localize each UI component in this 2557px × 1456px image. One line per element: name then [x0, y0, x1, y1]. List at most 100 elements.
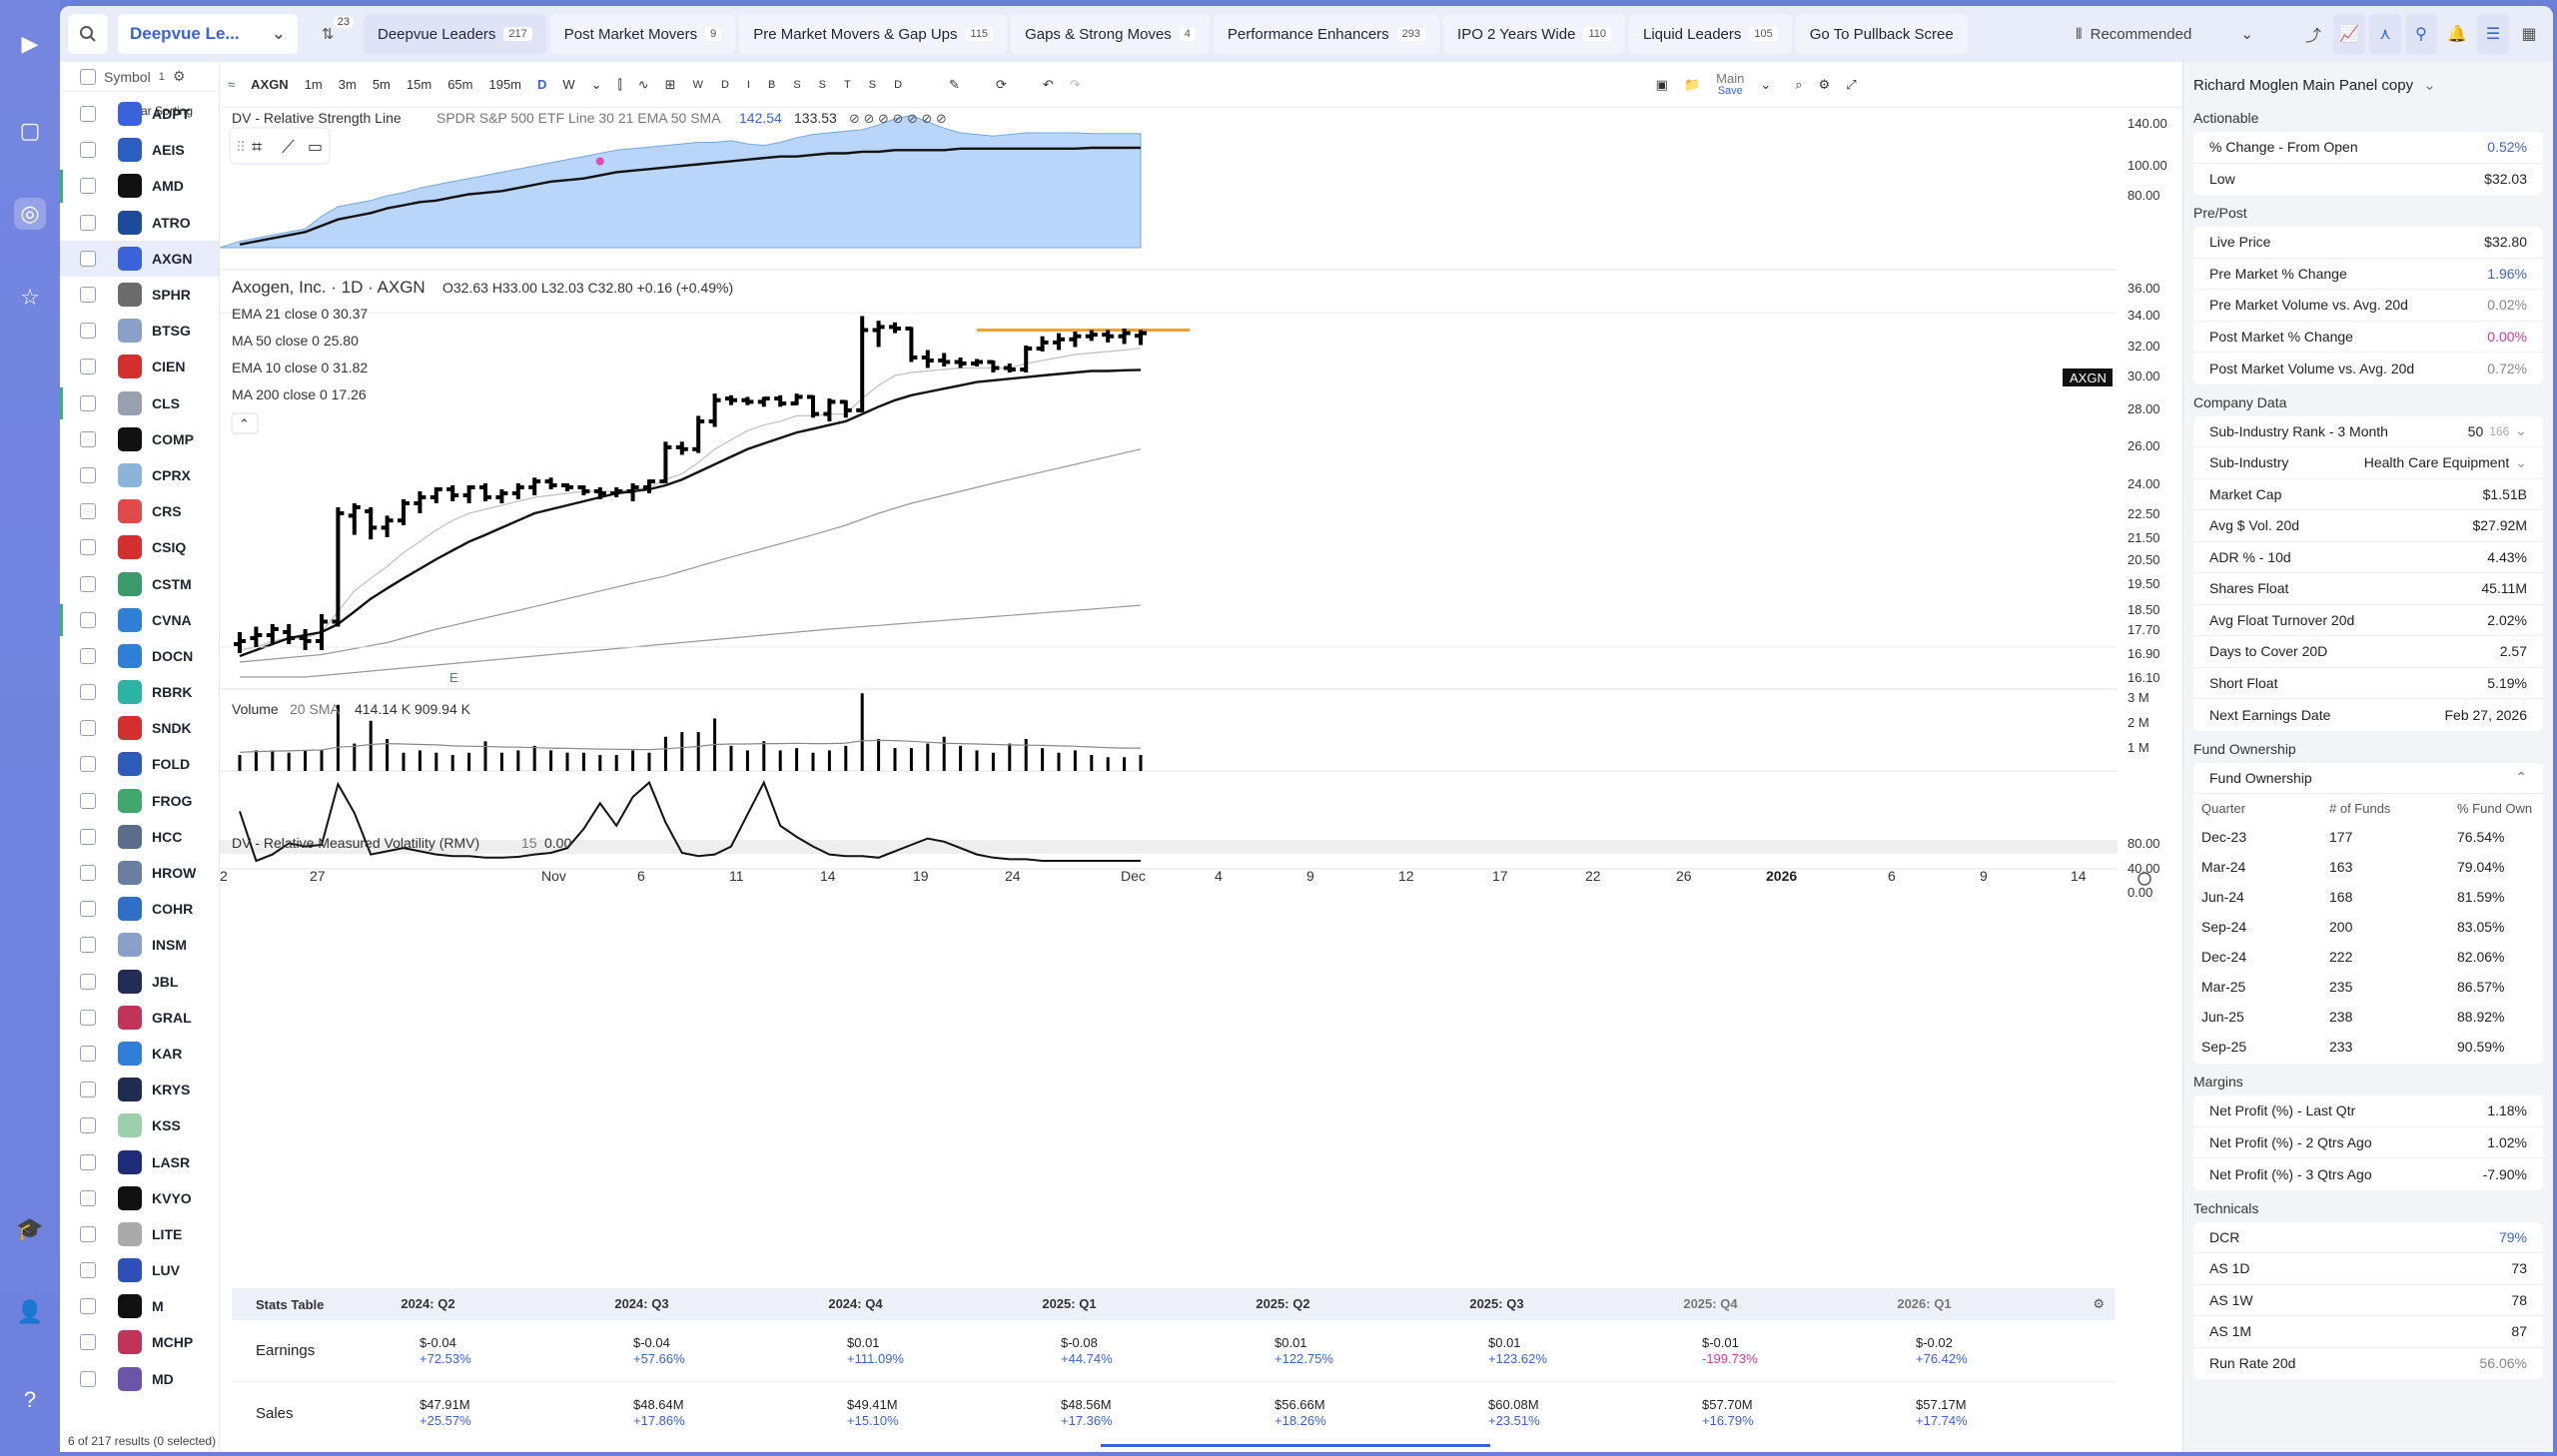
price-bar[interactable]: [414, 491, 426, 513]
price-bar[interactable]: [495, 489, 508, 503]
price-bar[interactable]: [807, 394, 819, 418]
share-icon[interactable]: ⤴: [2304, 28, 2321, 45]
price-bar[interactable]: [266, 624, 279, 644]
row-checkbox[interactable]: [80, 1225, 96, 1242]
tab-1[interactable]: Post Market Movers 9: [549, 14, 736, 54]
tab-6[interactable]: Liquid Leaders 105: [1628, 14, 1792, 54]
price-bar[interactable]: [593, 487, 606, 499]
search-button[interactable]: [68, 14, 108, 54]
row-checkbox[interactable]: [80, 503, 96, 520]
split-view-icon[interactable]: ⋏: [2369, 14, 2401, 54]
filter-button[interactable]: ⇅ 23: [308, 14, 354, 54]
tab-0[interactable]: Deepvue Leaders 217: [364, 14, 546, 54]
symbol-row[interactable]: MD: [60, 1361, 219, 1397]
overlay-button[interactable]: D: [894, 78, 903, 91]
interval-button[interactable]: 1m: [304, 77, 323, 92]
symbol-row[interactable]: AMD: [60, 168, 219, 204]
price-bar[interactable]: [774, 394, 787, 407]
price-bar[interactable]: [348, 503, 361, 535]
row-checkbox[interactable]: [80, 323, 96, 340]
price-bar[interactable]: [1003, 364, 1016, 372]
radar-icon[interactable]: ◎: [14, 198, 46, 230]
price-bar[interactable]: [446, 485, 459, 501]
price-bar[interactable]: [987, 360, 1000, 372]
row-checkbox[interactable]: [80, 1117, 96, 1134]
undo-icon[interactable]: ↶: [1042, 76, 1054, 92]
price-bar[interactable]: [626, 483, 639, 501]
tab-3[interactable]: Gaps & Strong Moves 4: [1011, 14, 1210, 54]
symbol-row[interactable]: FOLD: [60, 746, 219, 782]
price-bar[interactable]: [938, 353, 951, 367]
row-checkbox[interactable]: [80, 973, 96, 990]
row-checkbox[interactable]: [80, 1045, 96, 1062]
axis-settings-icon[interactable]: [2137, 872, 2151, 886]
symbol-row[interactable]: GRAL: [60, 1000, 219, 1036]
interval-button[interactable]: 65m: [447, 77, 473, 92]
row-checkbox[interactable]: [80, 359, 96, 375]
row-checkbox[interactable]: [80, 1262, 96, 1279]
symbol-row[interactable]: KRYS: [60, 1072, 219, 1107]
row-checkbox[interactable]: [80, 106, 96, 123]
symbol-row[interactable]: FROG: [60, 783, 219, 819]
price-bar[interactable]: [234, 632, 246, 653]
interval-button[interactable]: 5m: [372, 77, 391, 92]
symbol-row[interactable]: SPHR: [60, 277, 219, 313]
symbol-row[interactable]: CIEN: [60, 349, 219, 384]
symbol-row[interactable]: KVYO: [60, 1180, 219, 1216]
interval-button[interactable]: D: [537, 77, 547, 92]
overlay-button[interactable]: S: [793, 78, 801, 91]
trendline-icon[interactable]: ⟋: [282, 137, 295, 157]
row-checkbox[interactable]: [80, 1153, 96, 1170]
earnings-marker[interactable]: E: [449, 670, 458, 685]
row-checkbox[interactable]: [80, 647, 96, 664]
row-checkbox[interactable]: [80, 430, 96, 447]
price-bar[interactable]: [921, 350, 934, 368]
collapse-legend-button[interactable]: [231, 412, 259, 434]
indicator-icon[interactable]: ⫿: [617, 76, 622, 92]
chart-canvas[interactable]: 140.00100.0080.0036.0034.0032.0030.0028.…: [220, 108, 2182, 1286]
price-bar[interactable]: [1020, 346, 1033, 372]
row-checkbox[interactable]: [80, 394, 96, 411]
fullscreen-icon[interactable]: ⤢: [1846, 76, 1857, 92]
study-icon[interactable]: ∿: [637, 76, 649, 92]
price-bar[interactable]: [675, 441, 688, 455]
symbol-row[interactable]: LASR: [60, 1143, 219, 1179]
price-bar[interactable]: [889, 322, 901, 334]
row-checkbox[interactable]: [80, 720, 96, 737]
symbol-row[interactable]: ATRO: [60, 205, 219, 241]
redo-icon[interactable]: ↷: [1069, 76, 1081, 92]
refresh-icon[interactable]: ⟳: [995, 76, 1007, 92]
price-bar[interactable]: [839, 399, 852, 418]
price-bar[interactable]: [1036, 336, 1049, 352]
chart-symbol[interactable]: AXGN: [251, 77, 289, 92]
row-checkbox[interactable]: [80, 142, 96, 159]
symbol-column-label[interactable]: Symbol: [104, 68, 151, 85]
panel-title-row[interactable]: Richard Moglen Main Panel copy ⌄: [2193, 62, 2543, 108]
chevron-down-icon[interactable]: ⌄: [2515, 453, 2527, 470]
symbol-row[interactable]: HROW: [60, 855, 219, 891]
help-icon[interactable]: ?: [23, 1387, 37, 1412]
gear-icon[interactable]: ⚙: [2093, 1296, 2105, 1311]
symbol-row[interactable]: HCC: [60, 819, 219, 855]
folder-icon[interactable]: 📁: [1683, 76, 1701, 92]
price-bar[interactable]: [250, 626, 263, 648]
symbol-row[interactable]: DOCN: [60, 638, 219, 674]
price-bar[interactable]: [544, 477, 557, 489]
price-bar[interactable]: [692, 415, 705, 453]
symbol-row[interactable]: AEIS: [60, 132, 219, 168]
row-checkbox[interactable]: [80, 250, 96, 267]
row-checkbox[interactable]: [80, 214, 96, 231]
symbol-row[interactable]: RBRK: [60, 674, 219, 710]
symbol-row[interactable]: CSTM: [60, 565, 219, 601]
alert-view-icon[interactable]: ⚲: [2405, 14, 2437, 54]
draw-icon[interactable]: ✎: [949, 76, 960, 92]
price-bar[interactable]: [528, 477, 541, 495]
price-bar[interactable]: [1102, 330, 1115, 343]
ma-legend-item[interactable]: EMA 21 close 0 30.37: [232, 306, 368, 322]
symbol-row[interactable]: COMP: [60, 421, 219, 457]
price-bar[interactable]: [741, 396, 754, 405]
price-bar[interactable]: [511, 483, 524, 499]
star-icon[interactable]: ☆: [20, 285, 40, 310]
overlay-button[interactable]: T: [844, 78, 851, 91]
crosshair-icon[interactable]: ⌗: [252, 137, 262, 157]
